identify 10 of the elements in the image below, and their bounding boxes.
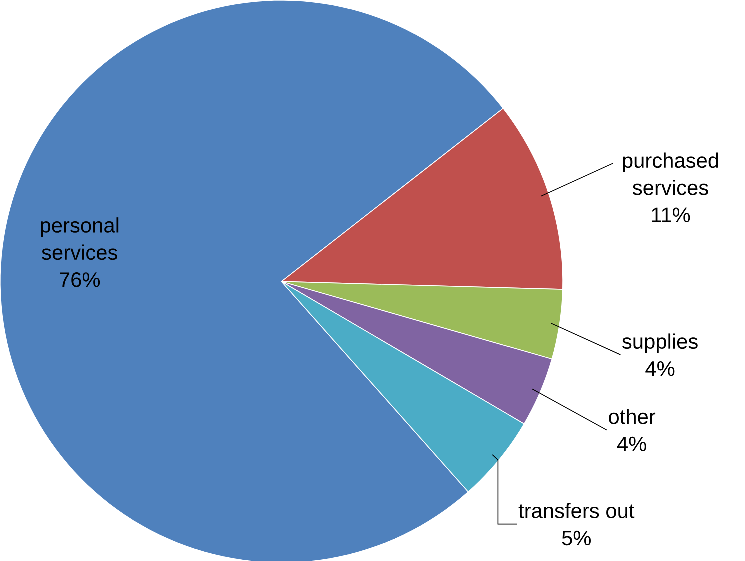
slice-label: personal services bbox=[41, 218, 119, 260]
data-label: 5% bbox=[562, 530, 591, 546]
data-label: 11% bbox=[652, 208, 690, 222]
data-label: 4% bbox=[646, 362, 675, 376]
slice-label: supplies bbox=[622, 334, 698, 354]
slice-label: purchased services bbox=[623, 152, 718, 196]
slice-label: other bbox=[609, 409, 656, 424]
data-label: 76% bbox=[60, 272, 100, 288]
data-label: 4% bbox=[617, 436, 646, 452]
slice-label: transfers out bbox=[518, 503, 635, 518]
